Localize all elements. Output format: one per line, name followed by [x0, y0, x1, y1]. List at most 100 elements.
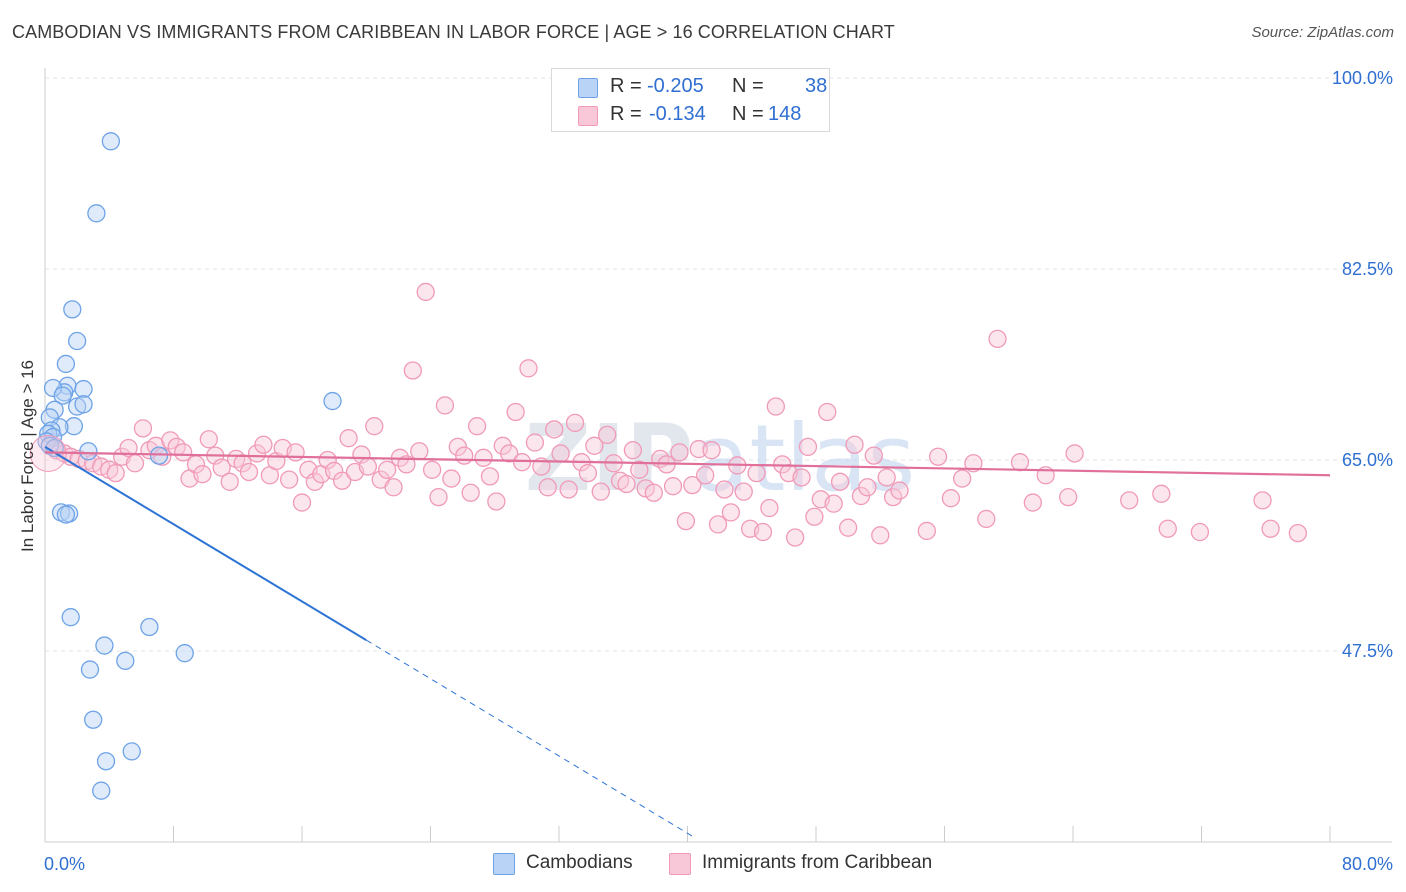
caribbean-point — [715, 480, 734, 499]
cambodian-point — [79, 442, 98, 461]
y-tick-label: 47.5% — [1342, 641, 1393, 661]
caribbean-point — [845, 435, 864, 454]
caribbean-point — [663, 477, 683, 496]
legend-r-label: R = — [610, 103, 642, 125]
caribbean-point — [1288, 523, 1308, 543]
caribbean-point — [279, 470, 299, 489]
caribbean-point — [708, 515, 728, 534]
cambodian-point — [42, 421, 61, 440]
correlation-legend: R = -0.205 N = 38 R = -0.134 N = 148 — [551, 68, 830, 132]
caribbean-point — [670, 443, 689, 462]
y-tick-label: 100.0% — [1332, 68, 1393, 88]
caribbean-point — [125, 454, 145, 473]
caribbean-point — [551, 444, 570, 463]
caribbean-point — [455, 446, 474, 465]
bottom-legend-label: Cambodians — [526, 852, 633, 873]
caribbean-point — [318, 450, 337, 470]
caribbean-point — [792, 468, 811, 487]
caribbean-point — [365, 417, 384, 436]
caribbean-point — [435, 396, 455, 415]
cambodian-point — [149, 446, 169, 465]
cambodian-point — [122, 742, 141, 761]
y-tick-label: 65.0% — [1342, 450, 1393, 470]
caribbean-point — [858, 478, 877, 497]
caribbean-point — [358, 457, 378, 476]
caribbean-point — [598, 425, 617, 445]
legend-n-value: 38 — [805, 75, 828, 97]
caribbean-point — [964, 454, 983, 473]
caribbean-point — [1059, 487, 1078, 507]
caribbean-point — [890, 481, 909, 500]
caribbean-point — [292, 493, 312, 512]
caribbean-point — [239, 462, 259, 482]
cambodian-point — [64, 417, 84, 436]
caribbean-point — [339, 429, 358, 448]
caribbean-point — [161, 431, 180, 450]
caribbean-point — [403, 361, 422, 380]
cambodian-point — [84, 710, 103, 729]
caribbean-point — [506, 402, 525, 422]
caribbean-point — [333, 471, 352, 490]
caribbean-point — [545, 420, 564, 439]
cambodian-point — [87, 204, 106, 223]
chart-title: CAMBODIAN VS IMMIGRANTS FROM CARIBBEAN I… — [12, 22, 895, 42]
cambodian-point — [95, 636, 114, 655]
caribbean-point — [565, 413, 585, 433]
caribbean-point — [422, 460, 442, 479]
caribbean-point — [818, 402, 837, 422]
caribbean-point — [377, 460, 397, 479]
caribbean-point — [410, 442, 429, 461]
legend-n-value: 148 — [768, 103, 802, 125]
legend-n-label: N = — [732, 103, 764, 125]
caribbean-point — [286, 443, 305, 462]
trend-layer — [44, 446, 1331, 838]
legend-r-label: R = — [610, 75, 642, 97]
caribbean-point — [871, 526, 890, 545]
caribbean-point — [977, 509, 996, 529]
caribbean-point — [883, 487, 903, 507]
caribbean-point — [864, 446, 883, 465]
caribbean-point — [1023, 493, 1042, 512]
caribbean-point — [220, 472, 239, 491]
caribbean-point — [1190, 522, 1210, 542]
y-axis-label: In Labor Force | Age > 16 — [18, 360, 37, 552]
caribbean-point — [559, 480, 578, 499]
caribbean-point — [805, 507, 824, 526]
legend-row-caribbean: R = -0.134 N = 148 — [552, 101, 829, 129]
cambodian-point — [74, 379, 93, 399]
cambodian-point — [67, 331, 87, 351]
caribbean-point — [747, 463, 766, 483]
legend-r-value: -0.205 — [647, 75, 704, 97]
caribbean-point — [384, 478, 403, 497]
caribbean-point — [830, 472, 850, 491]
caribbean-point — [683, 475, 702, 495]
grid-layer — [45, 77, 1392, 652]
caribbean-point — [760, 498, 779, 518]
caribbean-point — [798, 437, 818, 457]
cambodian-point — [175, 644, 194, 663]
caribbean-point — [474, 448, 493, 467]
caribbean-point — [785, 528, 805, 547]
caribbean-point — [734, 482, 753, 501]
caribbean-point — [500, 444, 519, 463]
caribbean-trend-line — [44, 451, 1331, 477]
cambodian-point — [116, 651, 135, 670]
y-tick-label: 82.5% — [1342, 259, 1393, 279]
x-tick-label: 0.0% — [44, 854, 85, 874]
caribbean-point — [917, 521, 936, 541]
bottom-legend-label: Immigrants from Caribbean — [702, 852, 933, 873]
caribbean-point — [480, 467, 500, 486]
cambodian-point — [96, 752, 116, 771]
cambodian-point — [61, 608, 80, 627]
points-layer — [29, 132, 1308, 800]
cambodian-point — [56, 505, 76, 524]
caribbean-point — [753, 522, 773, 542]
cambodian-point — [323, 391, 342, 411]
caribbean-point — [519, 359, 538, 378]
legend-n-label: N = — [732, 75, 764, 97]
caribbean-point — [623, 441, 643, 460]
cambodian-point — [101, 132, 121, 151]
caribbean-point — [1158, 519, 1177, 538]
axes-layer — [44, 68, 1392, 843]
caribbean-point — [617, 474, 636, 494]
